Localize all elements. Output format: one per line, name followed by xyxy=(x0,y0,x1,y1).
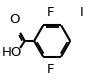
Text: HO: HO xyxy=(2,46,22,59)
Text: I: I xyxy=(80,6,84,19)
Text: F: F xyxy=(47,6,54,19)
Text: O: O xyxy=(9,13,19,26)
Text: F: F xyxy=(47,63,54,76)
